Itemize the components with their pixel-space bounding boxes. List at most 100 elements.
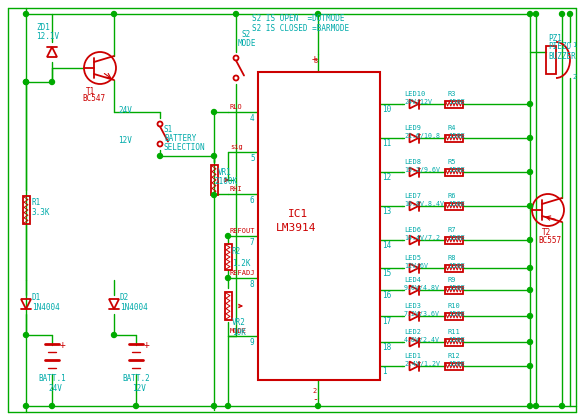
Text: 12.1V: 12.1V <box>36 32 59 41</box>
Bar <box>445 339 463 346</box>
Circle shape <box>559 404 565 409</box>
Text: 5: 5 <box>250 154 255 163</box>
Circle shape <box>225 404 231 409</box>
Text: +: + <box>312 54 318 64</box>
Text: 24V: 24V <box>118 106 132 115</box>
Bar <box>445 265 463 271</box>
Text: 10K: 10K <box>232 328 246 337</box>
Bar <box>445 100 463 108</box>
Circle shape <box>315 404 321 409</box>
Text: D1: D1 <box>32 293 41 302</box>
Text: RLO: RLO <box>230 104 243 110</box>
Circle shape <box>315 11 321 16</box>
Circle shape <box>23 404 29 409</box>
Text: R12: R12 <box>448 353 461 359</box>
Bar <box>224 292 231 320</box>
Text: R4: R4 <box>448 125 457 131</box>
Text: 150E: 150E <box>448 167 465 173</box>
Text: 150E: 150E <box>448 99 465 105</box>
Text: BC547: BC547 <box>82 94 105 103</box>
Text: 2: 2 <box>312 388 317 394</box>
Text: BATT.1: BATT.1 <box>38 374 66 383</box>
Text: BATT.2: BATT.2 <box>122 374 150 383</box>
Text: 24V: 24V <box>48 384 62 393</box>
Text: 18: 18 <box>382 343 391 352</box>
Text: BC557: BC557 <box>538 236 561 245</box>
Circle shape <box>50 404 54 409</box>
Text: 150E: 150E <box>448 235 465 241</box>
Text: BATTERY: BATTERY <box>164 134 196 143</box>
Circle shape <box>534 404 538 409</box>
Text: 150E: 150E <box>448 201 465 207</box>
Text: 150E: 150E <box>448 263 465 269</box>
Text: 16.8V.8.4V: 16.8V.8.4V <box>404 201 444 207</box>
Text: 12: 12 <box>382 173 391 182</box>
Text: VR1: VR1 <box>218 168 232 177</box>
Bar <box>445 362 463 370</box>
Text: 1: 1 <box>382 367 387 376</box>
Text: SELECTION: SELECTION <box>164 143 206 152</box>
Circle shape <box>23 79 29 84</box>
Text: 14: 14 <box>382 241 391 250</box>
Text: +: + <box>60 340 66 350</box>
Text: LED4: LED4 <box>404 277 421 283</box>
Bar <box>445 202 463 210</box>
Text: 24V/12V: 24V/12V <box>404 99 432 105</box>
Text: LED1: LED1 <box>404 353 421 359</box>
Text: -: - <box>312 394 318 404</box>
Circle shape <box>23 333 29 338</box>
Circle shape <box>534 11 538 16</box>
Text: T1: T1 <box>86 87 95 96</box>
Circle shape <box>527 102 533 107</box>
Text: R3: R3 <box>448 91 457 97</box>
Text: +: + <box>144 340 150 350</box>
Text: 150E: 150E <box>448 311 465 317</box>
Text: 11: 11 <box>382 139 391 148</box>
Circle shape <box>527 339 533 344</box>
Text: R2: R2 <box>232 247 241 256</box>
Text: 15: 15 <box>382 269 391 278</box>
Text: 8: 8 <box>250 280 255 289</box>
Text: R8: R8 <box>448 255 457 261</box>
Text: MODE: MODE <box>238 39 256 48</box>
Text: 1N4004: 1N4004 <box>120 303 148 312</box>
Text: 150E: 150E <box>448 285 465 291</box>
Text: MODE: MODE <box>230 328 247 334</box>
Text: 9: 9 <box>250 338 255 347</box>
Circle shape <box>225 234 231 239</box>
Text: 10: 10 <box>382 105 391 114</box>
Circle shape <box>23 79 29 84</box>
Circle shape <box>527 170 533 174</box>
Text: 2: 2 <box>572 74 576 80</box>
Text: S1: S1 <box>164 125 173 134</box>
Text: LED6: LED6 <box>404 227 421 233</box>
Text: 19.2/9.6V: 19.2/9.6V <box>404 167 440 173</box>
Text: LED5: LED5 <box>404 255 421 261</box>
Text: 4: 4 <box>250 114 255 123</box>
Circle shape <box>50 79 54 84</box>
Text: 12V/6V: 12V/6V <box>404 263 428 269</box>
Text: S2 IS OPEN  =DOTMODE: S2 IS OPEN =DOTMODE <box>252 14 345 23</box>
Circle shape <box>211 153 217 158</box>
Bar <box>224 244 231 270</box>
Text: 3: 3 <box>314 58 318 64</box>
Circle shape <box>527 204 533 208</box>
Circle shape <box>134 404 138 409</box>
Text: R9: R9 <box>448 277 457 283</box>
Text: 150E: 150E <box>448 361 465 367</box>
Text: 16: 16 <box>382 291 391 300</box>
Text: 12V: 12V <box>118 136 132 145</box>
Text: LED8: LED8 <box>404 159 421 165</box>
Text: 17: 17 <box>382 317 391 326</box>
Bar <box>210 165 217 195</box>
Circle shape <box>234 11 238 16</box>
Circle shape <box>568 11 572 16</box>
Text: 3.3K: 3.3K <box>32 208 50 217</box>
Circle shape <box>527 237 533 242</box>
Bar <box>445 134 463 142</box>
Text: R10: R10 <box>448 303 461 309</box>
Text: 9.6V/4.8V: 9.6V/4.8V <box>404 285 440 291</box>
Text: 150E: 150E <box>448 337 465 343</box>
Text: T2: T2 <box>542 228 551 237</box>
Text: S2: S2 <box>242 30 251 39</box>
